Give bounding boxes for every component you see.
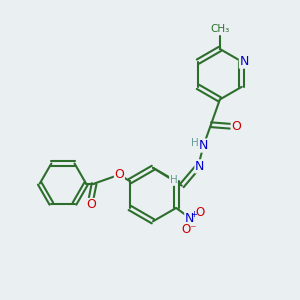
Text: N: N <box>195 160 204 173</box>
Text: H: H <box>191 138 199 148</box>
Text: CH₃: CH₃ <box>210 24 230 34</box>
Text: O: O <box>195 206 205 219</box>
Text: O⁻: O⁻ <box>182 223 197 236</box>
Text: +: + <box>190 210 197 219</box>
Text: H: H <box>169 175 177 185</box>
Text: N: N <box>185 212 194 225</box>
Text: O: O <box>115 168 124 181</box>
Text: N: N <box>199 139 208 152</box>
Text: N: N <box>239 55 249 68</box>
Text: O: O <box>86 199 96 212</box>
Text: O: O <box>231 120 241 133</box>
